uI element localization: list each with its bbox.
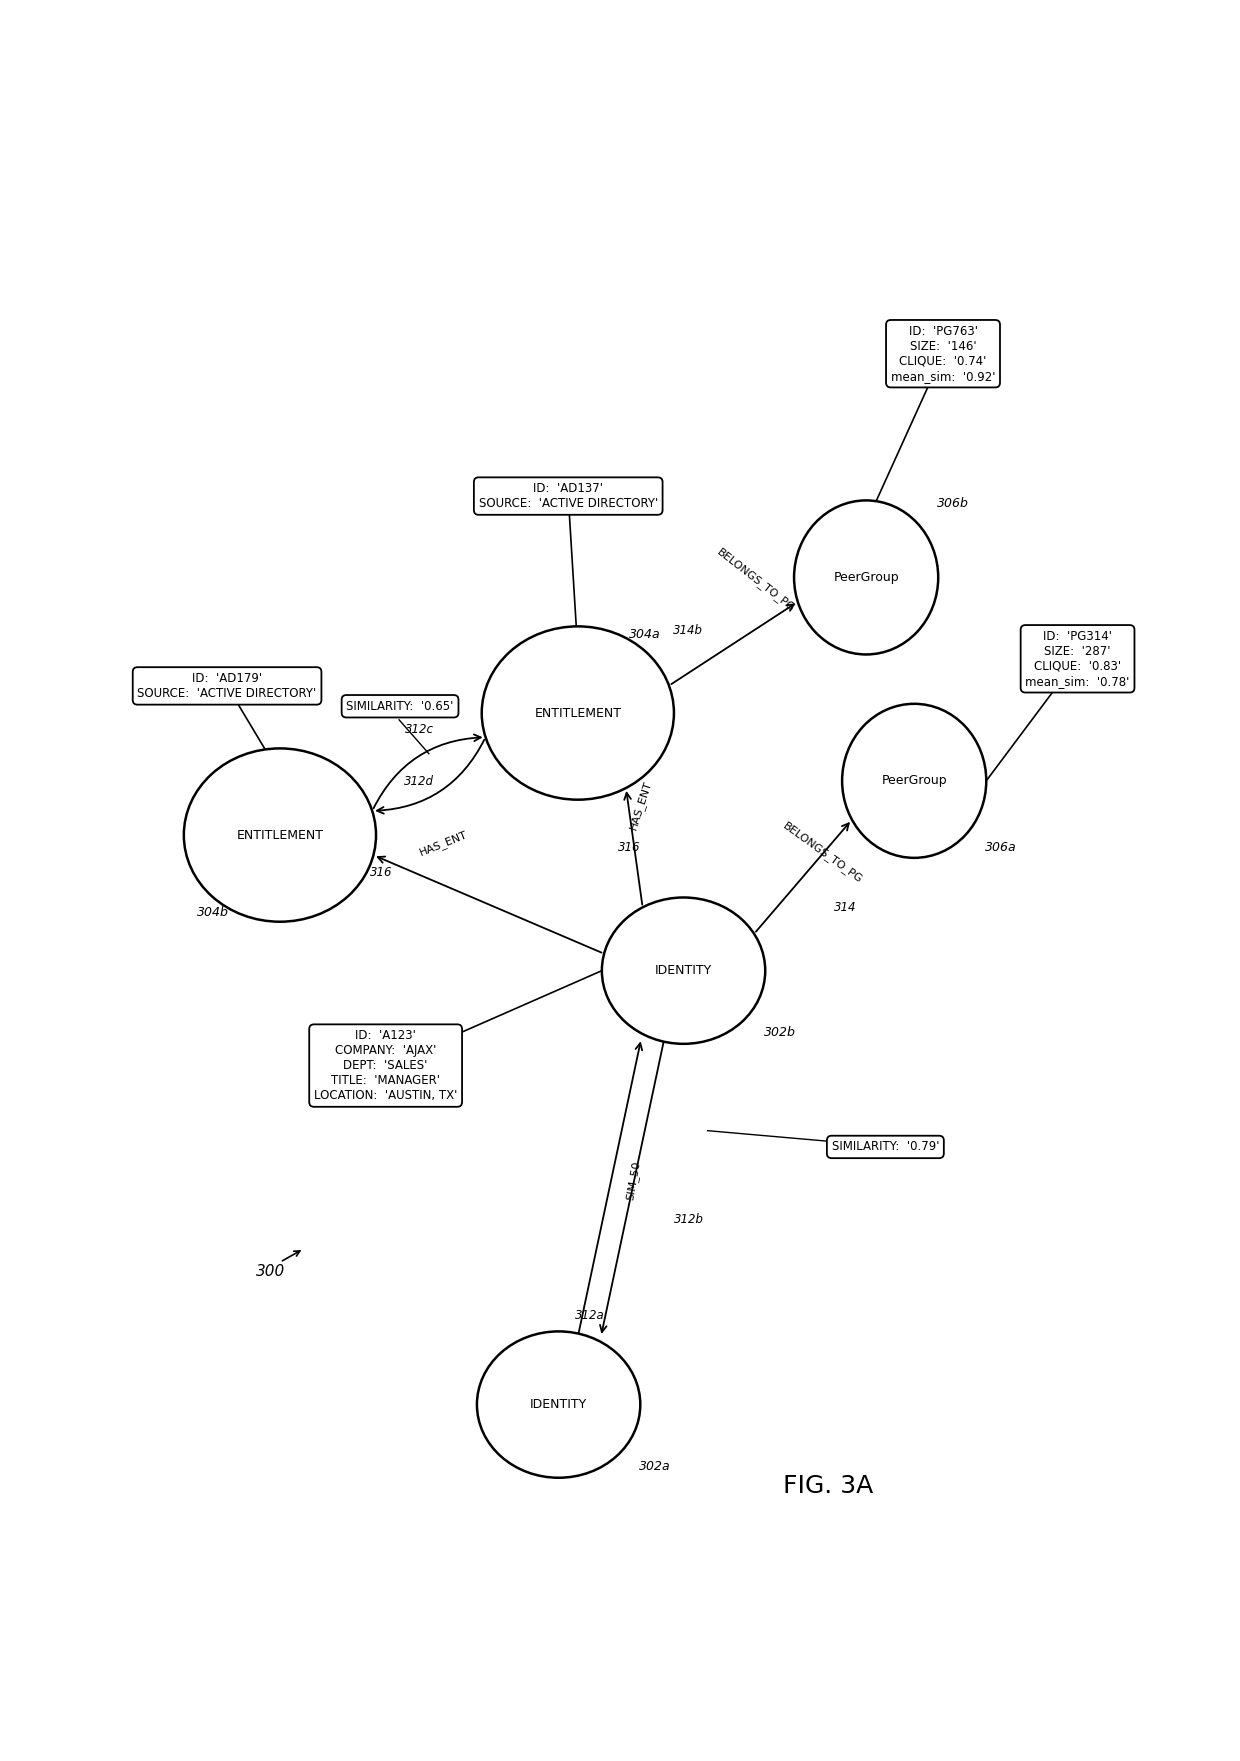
Text: PeerGroup: PeerGroup bbox=[833, 571, 899, 585]
Text: 312d: 312d bbox=[404, 775, 434, 787]
Text: 306a: 306a bbox=[985, 842, 1017, 854]
Text: SIMILARITY:  '0.65': SIMILARITY: '0.65' bbox=[346, 699, 454, 713]
Text: ENTITLEMENT: ENTITLEMENT bbox=[534, 706, 621, 720]
Text: 302b: 302b bbox=[764, 1025, 796, 1039]
Ellipse shape bbox=[481, 627, 675, 799]
Text: 312b: 312b bbox=[675, 1213, 704, 1226]
Text: BELONGS_TO_PG: BELONGS_TO_PG bbox=[714, 548, 796, 615]
Text: HAS_ENT: HAS_ENT bbox=[418, 829, 469, 858]
Text: ID:  'PG314'
SIZE:  '287'
CLIQUE:  '0.83'
mean_sim:  '0.78': ID: 'PG314' SIZE: '287' CLIQUE: '0.83' m… bbox=[1025, 630, 1130, 689]
Text: IDENTITY: IDENTITY bbox=[655, 965, 712, 977]
Text: HAS_ENT: HAS_ENT bbox=[627, 780, 653, 831]
Text: 316: 316 bbox=[370, 866, 392, 879]
Text: 302a: 302a bbox=[639, 1460, 671, 1472]
Ellipse shape bbox=[477, 1331, 640, 1477]
Ellipse shape bbox=[184, 748, 376, 921]
Text: ID:  'AD179'
SOURCE:  'ACTIVE DIRECTORY': ID: 'AD179' SOURCE: 'ACTIVE DIRECTORY' bbox=[138, 673, 316, 699]
Ellipse shape bbox=[794, 500, 939, 655]
Text: FIG. 3A: FIG. 3A bbox=[782, 1474, 873, 1497]
Text: ID:  'A123'
COMPANY:  'AJAX'
DEPT:  'SALES'
TITLE:  'MANAGER'
LOCATION:  'AUSTIN: ID: 'A123' COMPANY: 'AJAX' DEPT: 'SALES'… bbox=[314, 1028, 458, 1102]
Text: 312a: 312a bbox=[575, 1308, 605, 1323]
Text: 314b: 314b bbox=[673, 625, 703, 637]
Text: PeerGroup: PeerGroup bbox=[882, 775, 947, 787]
Text: 304a: 304a bbox=[629, 629, 661, 641]
Text: 314: 314 bbox=[833, 902, 857, 914]
Text: SIM_50: SIM_50 bbox=[625, 1160, 642, 1201]
Text: 306b: 306b bbox=[936, 497, 968, 511]
Text: 316: 316 bbox=[618, 842, 640, 854]
Text: 300: 300 bbox=[255, 1264, 285, 1278]
Text: SIMILARITY:  '0.79': SIMILARITY: '0.79' bbox=[832, 1141, 939, 1153]
Text: IDENTITY: IDENTITY bbox=[529, 1398, 588, 1411]
Text: BELONGS_TO_PG: BELONGS_TO_PG bbox=[781, 821, 864, 886]
Text: ENTITLEMENT: ENTITLEMENT bbox=[237, 829, 324, 842]
Text: ID:  'AD137'
SOURCE:  'ACTIVE DIRECTORY': ID: 'AD137' SOURCE: 'ACTIVE DIRECTORY' bbox=[479, 483, 658, 511]
Text: 304b: 304b bbox=[197, 907, 228, 919]
Text: 312c: 312c bbox=[404, 724, 434, 736]
Text: ID:  'PG763'
SIZE:  '146'
CLIQUE:  '0.74'
mean_sim:  '0.92': ID: 'PG763' SIZE: '146' CLIQUE: '0.74' m… bbox=[890, 324, 996, 382]
Ellipse shape bbox=[601, 898, 765, 1044]
Ellipse shape bbox=[842, 704, 986, 858]
